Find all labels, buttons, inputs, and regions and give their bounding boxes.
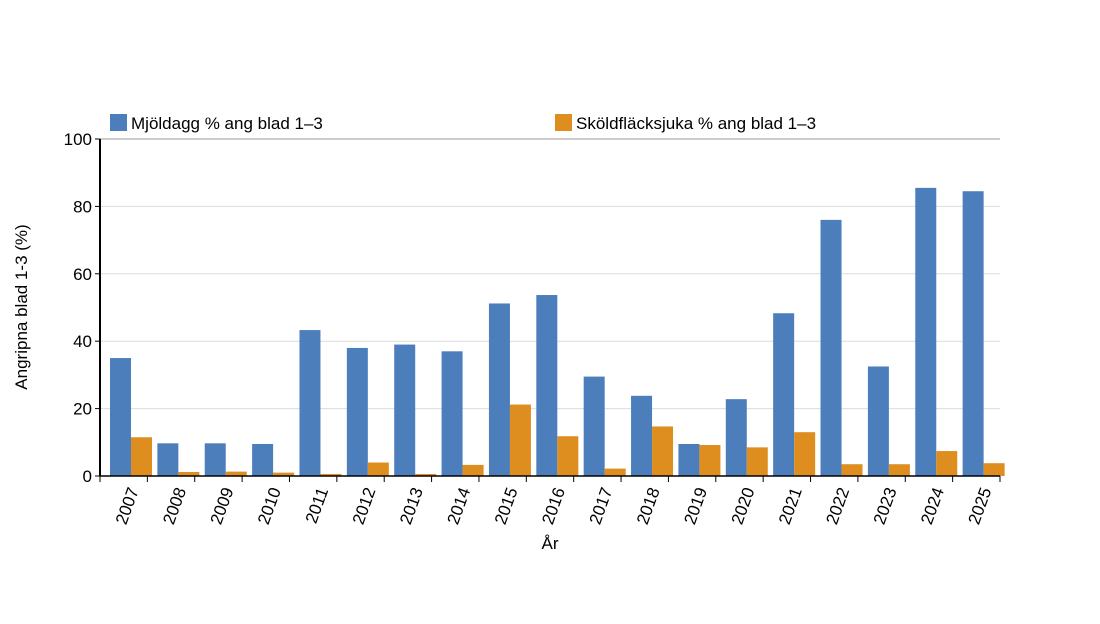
bar-mjoldagg-2014 [441,351,463,476]
bar-mjoldagg-2016 [536,295,558,476]
x-tick-labels: 2007 2008 2009 2010 2011 2012 2013 2014 2015 2016… [112,485,995,527]
y-tick-label: 0 [83,467,92,486]
x-tick-label: 2015 [491,485,522,527]
y-tick-label: 40 [73,332,92,351]
x-tick-label: 2008 [159,485,190,527]
x-tick-label: 2016 [538,485,569,527]
bar-skoldflacksjuka-2016 [557,436,579,476]
gridlines [100,138,1000,410]
bar-skoldflacksjuka-2017 [604,468,626,476]
bar-mjoldagg-2021 [773,313,795,476]
bar-mjoldagg-2018 [631,395,653,476]
x-tick-label: 2023 [870,485,901,527]
legend-swatch [555,114,572,131]
bar-skoldflacksjuka-2009 [225,471,247,476]
bar-skoldflacksjuka-2022 [841,464,863,476]
bars [110,187,1005,477]
bar-mjoldagg-2024 [915,187,937,477]
x-tick-label: 2014 [444,485,475,527]
y-tick-labels: 0 20 40 60 80 100 [64,130,92,486]
bar-mjoldagg-2023 [867,366,889,476]
bar-mjoldagg-2007 [110,358,131,476]
bar-skoldflacksjuka-2015 [509,404,531,476]
bar-skoldflacksjuka-2013 [415,473,437,476]
axes [95,138,1001,482]
bar-mjoldagg-2013 [394,344,416,476]
x-tick-label: 2020 [728,485,759,527]
x-tick-label: 2007 [112,485,143,527]
x-tick-label: 2024 [917,485,948,527]
legend-label: Sköldfläcksjuka % ang blad 1–3 [576,114,816,133]
bar-skoldflacksjuka-2010 [273,472,295,476]
y-tick-label: 100 [64,130,92,149]
x-tick-label: 2019 [680,485,711,527]
bar-skoldflacksjuka-2007 [131,437,152,476]
bar-mjoldagg-2017 [583,376,605,476]
bar-skoldflacksjuka-2012 [367,462,389,476]
bar-skoldflacksjuka-2019 [699,444,721,476]
bar-mjoldagg-2011 [299,330,321,476]
legend-label: Mjöldagg % ang blad 1–3 [131,114,323,133]
x-axis-title: År [542,534,559,553]
bar-mjoldagg-2010 [252,443,274,476]
x-tick-label: 2018 [633,485,664,527]
x-tick-label: 2010 [254,485,285,527]
bar-skoldflacksjuka-2018 [652,426,674,476]
bar-skoldflacksjuka-2011 [320,473,342,476]
bar-skoldflacksjuka-2025 [983,463,1005,476]
bar-mjoldagg-2022 [820,219,842,476]
bar-skoldflacksjuka-2024 [936,451,958,476]
y-tick-label: 60 [73,265,92,284]
x-tick-label: 2017 [586,485,617,527]
bar-skoldflacksjuka-2021 [794,432,816,476]
x-tick-label: 2021 [775,485,806,527]
x-tick-label: 2022 [822,485,853,527]
x-tick-label: 2011 [302,485,332,526]
bar-mjoldagg-2012 [346,347,368,476]
bar-skoldflacksjuka-2014 [462,464,484,476]
y-axis-title: Angripna blad 1-3 (%) [12,224,31,389]
bar-mjoldagg-2020 [725,399,747,476]
bar-skoldflacksjuka-2023 [888,464,910,476]
legend: Mjöldagg % ang blad 1–3 Sköldfläcksjuka %… [110,114,816,133]
bar-mjoldagg-2025 [962,191,984,477]
legend-swatch [110,114,127,131]
bar-skoldflacksjuka-2008 [178,471,200,476]
y-tick-label: 20 [73,400,92,419]
x-tick-label: 2013 [396,485,427,527]
x-tick-label: 2012 [349,485,380,527]
x-tick-label: 2025 [965,485,996,527]
y-tick-label: 80 [73,197,92,216]
x-tick-label: 2009 [207,485,238,527]
bar-mjoldagg-2019 [678,443,700,476]
bar-skoldflacksjuka-2020 [746,447,768,476]
bar-mjoldagg-2015 [488,303,510,476]
bar-mjoldagg-2009 [204,443,226,476]
bar-mjoldagg-2008 [157,443,179,476]
